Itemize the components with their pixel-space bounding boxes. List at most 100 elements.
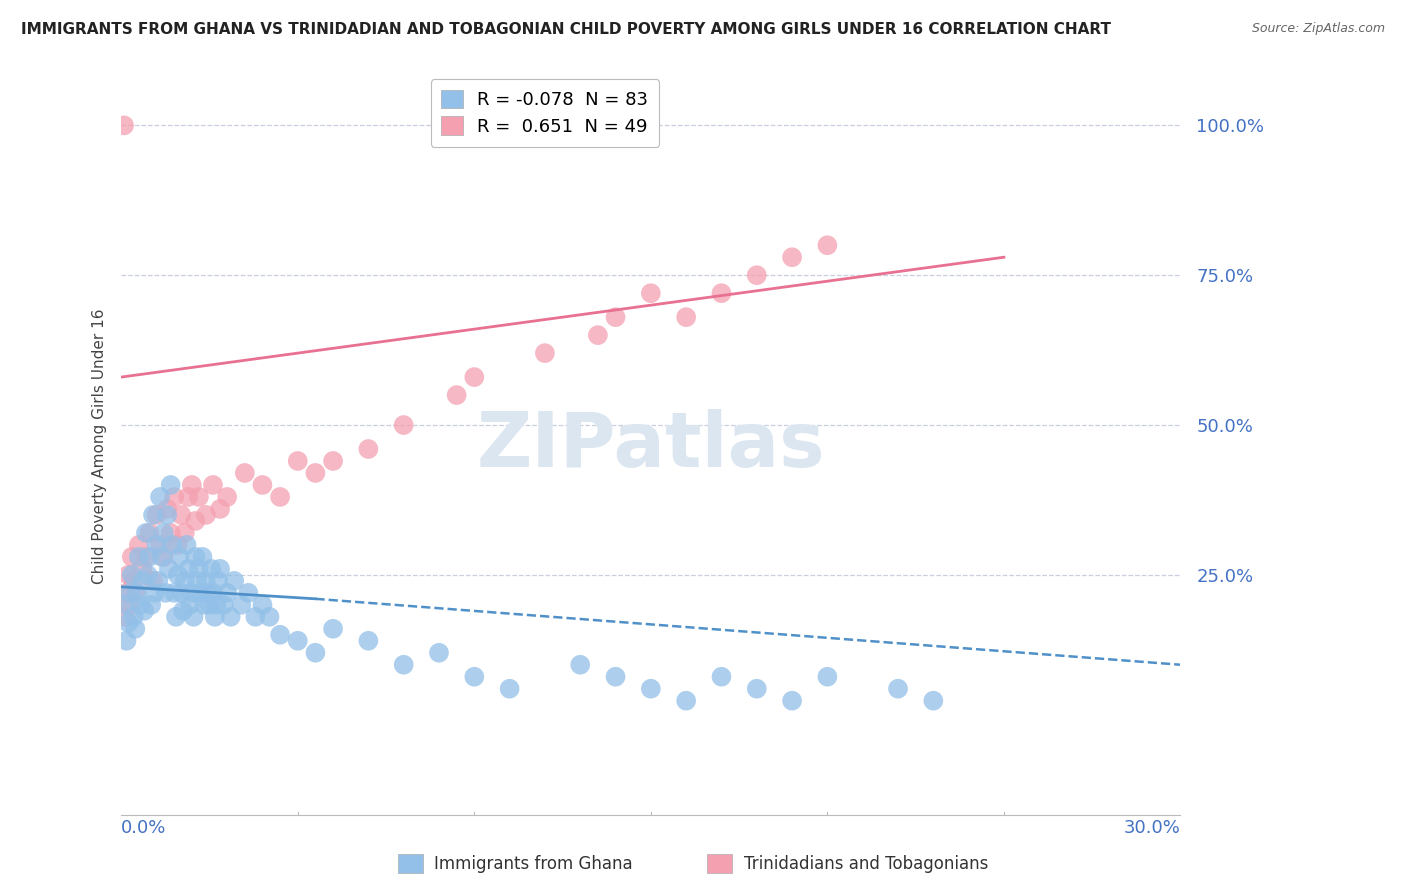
Point <box>219 609 242 624</box>
Text: Source: ZipAtlas.com: Source: ZipAtlas.com <box>1251 22 1385 36</box>
Point <box>186 574 208 588</box>
Point <box>121 567 143 582</box>
Point <box>121 549 143 564</box>
Point <box>194 508 217 522</box>
Point <box>194 574 217 588</box>
Point <box>675 310 697 325</box>
Point <box>170 508 193 522</box>
Point <box>269 628 291 642</box>
Point <box>605 310 627 325</box>
Point <box>131 562 153 576</box>
Text: ZIPatlas: ZIPatlas <box>477 409 825 483</box>
Point <box>118 586 141 600</box>
Point <box>145 508 167 522</box>
Point <box>165 609 187 624</box>
Point <box>780 250 803 264</box>
Point <box>569 657 592 672</box>
Text: Trinidadians and Tobagonians: Trinidadians and Tobagonians <box>744 855 988 872</box>
Text: Immigrants from Ghana: Immigrants from Ghana <box>434 855 633 872</box>
Point <box>212 598 235 612</box>
Point <box>392 657 415 672</box>
Point <box>180 586 202 600</box>
Point <box>304 466 326 480</box>
Point <box>129 598 152 612</box>
Point <box>193 598 215 612</box>
Point <box>187 562 209 576</box>
Point <box>357 633 380 648</box>
Point <box>640 286 662 301</box>
Point <box>136 567 159 582</box>
Point <box>463 670 485 684</box>
Point <box>745 268 768 283</box>
Point <box>322 454 344 468</box>
Point <box>815 670 838 684</box>
Point <box>162 538 184 552</box>
Point <box>159 525 181 540</box>
Point <box>169 549 191 564</box>
Point <box>170 586 193 600</box>
Point <box>675 694 697 708</box>
Point <box>112 119 135 133</box>
Point <box>191 549 214 564</box>
Point <box>184 549 207 564</box>
Point <box>446 388 468 402</box>
Point <box>183 609 205 624</box>
Point <box>209 502 232 516</box>
Point <box>710 286 733 301</box>
Point <box>135 549 157 564</box>
Point <box>202 586 225 600</box>
Point <box>780 694 803 708</box>
Point <box>128 538 150 552</box>
Point <box>209 562 232 576</box>
Point <box>815 238 838 252</box>
Point <box>217 586 239 600</box>
Point <box>179 598 201 612</box>
Point <box>150 549 173 564</box>
Point <box>173 525 195 540</box>
Point <box>322 622 344 636</box>
Point <box>145 538 167 552</box>
Point <box>142 508 165 522</box>
Point <box>128 549 150 564</box>
Point <box>287 454 309 468</box>
Point <box>231 598 253 612</box>
Point <box>198 598 221 612</box>
Point <box>172 604 194 618</box>
Point <box>138 525 160 540</box>
Point <box>922 694 945 708</box>
Point <box>259 609 281 624</box>
Point <box>163 490 186 504</box>
Point <box>127 586 149 600</box>
Point <box>142 574 165 588</box>
Point <box>131 574 153 588</box>
Point <box>184 514 207 528</box>
Point <box>149 490 172 504</box>
Point <box>156 502 179 516</box>
Point <box>152 549 174 564</box>
Point <box>122 609 145 624</box>
Point <box>159 478 181 492</box>
Point <box>207 574 229 588</box>
Point <box>117 615 139 630</box>
Point <box>177 490 200 504</box>
Text: 0.0%: 0.0% <box>121 819 166 837</box>
Y-axis label: Child Poverty Among Girls Under 16: Child Poverty Among Girls Under 16 <box>93 309 107 583</box>
Point <box>114 598 136 612</box>
Point <box>166 567 188 582</box>
Point <box>197 586 219 600</box>
Point <box>138 549 160 564</box>
Point <box>463 370 485 384</box>
Point <box>640 681 662 696</box>
Point <box>176 538 198 552</box>
Point <box>202 478 225 492</box>
Point <box>233 466 256 480</box>
Text: IMMIGRANTS FROM GHANA VS TRINIDADIAN AND TOBAGONIAN CHILD POVERTY AMONG GIRLS UN: IMMIGRANTS FROM GHANA VS TRINIDADIAN AND… <box>21 22 1111 37</box>
Point <box>287 633 309 648</box>
Point <box>134 604 156 618</box>
Point <box>163 586 186 600</box>
Point <box>143 586 166 600</box>
Point <box>122 574 145 588</box>
Point <box>392 417 415 432</box>
Point <box>148 574 170 588</box>
Point <box>200 562 222 576</box>
